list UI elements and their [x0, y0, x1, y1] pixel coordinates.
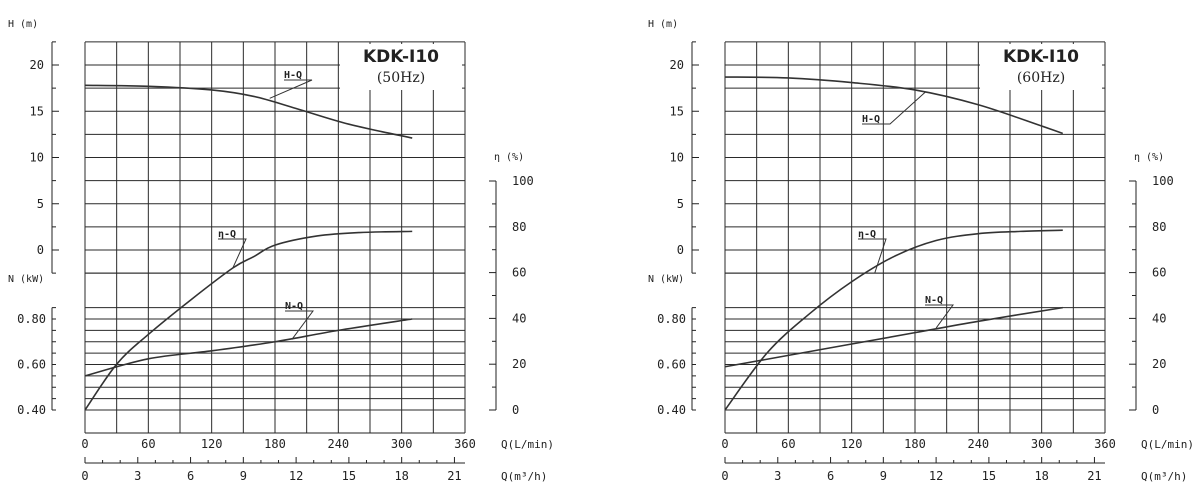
head-axis-label: H (m): [8, 19, 38, 30]
efficiency-tick-label: 80: [512, 220, 526, 234]
flow-tick-label: 60: [781, 437, 795, 451]
flow-tick-label: 180: [904, 437, 926, 451]
efficiency-axis-label: η (%): [1134, 152, 1164, 163]
chart-subtitle: (60Hz): [1017, 70, 1065, 86]
flow-tick-label: 300: [391, 437, 413, 451]
head-series-label: H-Q: [284, 70, 302, 81]
m3h-axis-label: Q(m³/h): [1141, 470, 1187, 483]
head-tick-label: 15: [30, 104, 44, 118]
power-series-label: N-Q: [925, 295, 943, 306]
flow-tick-label: 300: [1031, 437, 1053, 451]
efficiency-curve: [85, 231, 412, 410]
power-axis-label: N (kW): [8, 274, 44, 285]
m3h-tick-label: 3: [134, 469, 141, 483]
m3h-tick-label: 3: [774, 469, 781, 483]
flow-tick-label: 180: [264, 437, 286, 451]
head-tick-label: 0: [37, 243, 44, 257]
m3h-tick-label: 21: [447, 469, 461, 483]
chart-title: KDK-I10: [363, 47, 439, 67]
flow-tick-label: 360: [1094, 437, 1116, 451]
power-tick-label: 0.40: [657, 403, 686, 417]
m3h-tick-label: 0: [81, 469, 88, 483]
efficiency-series-label: η-Q: [218, 229, 236, 240]
head-tick-label: 5: [37, 197, 44, 211]
power-tick-label: 0.80: [17, 312, 46, 326]
power-curve: [725, 308, 1063, 367]
power-tick-label: 0.80: [657, 312, 686, 326]
m3h-tick-label: 15: [982, 469, 996, 483]
m3h-tick-label: 0: [721, 469, 728, 483]
chart-60hz: H (m) 0 5 10 15 20 N (kW) 0.40 0.60 0.80 η (%) 0 20 4…: [648, 19, 1194, 483]
power-tick-label: 0.60: [17, 358, 46, 372]
efficiency-leader-line: [875, 239, 886, 273]
head-tick-label: 15: [670, 104, 684, 118]
m3h-tick-label: 18: [394, 469, 408, 483]
efficiency-tick-label: 80: [1152, 220, 1166, 234]
head-leader-line: [270, 80, 312, 98]
m3h-tick-label: 15: [342, 469, 356, 483]
flow-axis-label: Q(L/min): [501, 438, 554, 451]
efficiency-tick-label: 40: [1152, 311, 1166, 325]
m3h-tick-label: 18: [1034, 469, 1048, 483]
chart-50hz: H (m) 0 5 10 15 20 N (kW) 0.40 0.60 0.80 η (%) 0 20 4…: [8, 19, 554, 483]
head-tick-label: 10: [30, 151, 44, 165]
head-axis-label: H (m): [648, 19, 678, 30]
m3h-tick-label: 6: [187, 469, 194, 483]
flow-tick-label: 240: [967, 437, 989, 451]
m3h-tick-label: 9: [240, 469, 247, 483]
efficiency-tick-label: 40: [512, 311, 526, 325]
efficiency-tick-label: 0: [512, 403, 519, 417]
efficiency-tick-label: 20: [1152, 357, 1166, 371]
efficiency-axis-label: η (%): [494, 152, 524, 163]
flow-tick-label: 120: [201, 437, 223, 451]
efficiency-tick-label: 20: [512, 357, 526, 371]
head-tick-label: 0: [677, 243, 684, 257]
chart-title: KDK-I10: [1003, 47, 1079, 67]
efficiency-tick-label: 60: [1152, 266, 1166, 280]
efficiency-curve: [725, 230, 1063, 410]
flow-tick-label: 120: [841, 437, 863, 451]
power-tick-label: 0.60: [657, 358, 686, 372]
head-tick-label: 10: [670, 151, 684, 165]
m3h-tick-label: 12: [289, 469, 303, 483]
flow-axis-label: Q(L/min): [1141, 438, 1194, 451]
chart-subtitle: (50Hz): [377, 70, 425, 86]
flow-tick-label: 0: [721, 437, 728, 451]
m3h-axis-label: Q(m³/h): [501, 470, 547, 483]
head-tick-label: 20: [30, 58, 44, 72]
efficiency-series-label: η-Q: [858, 229, 876, 240]
head-leader-line: [882, 92, 926, 124]
flow-tick-label: 60: [141, 437, 155, 451]
power-axis-label: N (kW): [648, 274, 684, 285]
head-tick-label: 5: [677, 197, 684, 211]
power-leader-line: [936, 305, 953, 328]
efficiency-tick-label: 0: [1152, 403, 1159, 417]
efficiency-tick-label: 100: [1152, 174, 1174, 188]
m3h-tick-label: 12: [929, 469, 943, 483]
m3h-tick-label: 9: [880, 469, 887, 483]
power-series-label: N-Q: [285, 301, 303, 312]
flow-tick-label: 0: [81, 437, 88, 451]
head-tick-label: 20: [670, 58, 684, 72]
head-series-label: H-Q: [862, 114, 880, 125]
m3h-tick-label: 21: [1087, 469, 1101, 483]
m3h-tick-label: 6: [827, 469, 834, 483]
power-tick-label: 0.40: [17, 403, 46, 417]
flow-tick-label: 240: [327, 437, 349, 451]
efficiency-tick-label: 60: [512, 266, 526, 280]
efficiency-tick-label: 100: [512, 174, 534, 188]
flow-tick-label: 360: [454, 437, 476, 451]
